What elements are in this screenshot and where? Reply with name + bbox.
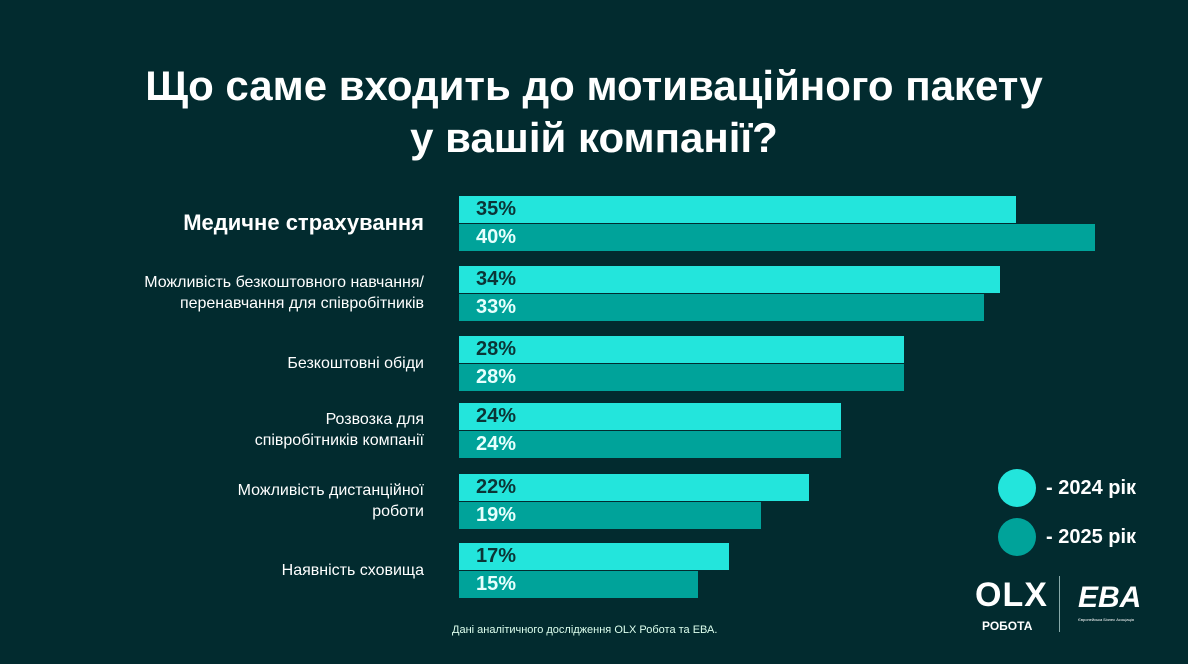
bar-2025: 15%: [459, 571, 698, 598]
title-line-1: Що саме входить до мотиваційного пакету: [145, 62, 1043, 109]
category-label-line: Можливість безкоштовного навчання/: [144, 274, 424, 291]
eba-logo: EBA: [1078, 581, 1142, 614]
legend-swatch: [998, 518, 1036, 556]
category-label-line: Медичне страхування: [183, 210, 424, 235]
olx-logo-sub: РОБОТА: [982, 619, 1033, 633]
legend-label: - 2024 рік: [1046, 477, 1137, 499]
category-label-line: Наявність сховища: [281, 561, 424, 579]
source-note: Дані аналітичного дослідження OLX Робота…: [452, 624, 718, 636]
bar-2024: 28%: [459, 336, 905, 363]
data-label: 28%: [476, 366, 517, 388]
eba-logo-sub: Європейська Бізнес Асоціація: [1078, 617, 1134, 622]
title-line-2: у вашій компанії?: [410, 114, 778, 161]
bar-2024: 34%: [459, 266, 1000, 293]
chart-title: Що саме входить до мотиваційного пакету у…: [0, 60, 1188, 164]
category-label-line: перенавчання для співробітників: [179, 295, 424, 312]
data-label: 24%: [476, 405, 517, 427]
data-label: 28%: [476, 338, 517, 360]
category-label: Можливість дистанційної роботи: [64, 480, 424, 522]
data-label: 34%: [476, 268, 517, 290]
bar-2025: 40%: [459, 224, 1095, 251]
category-label: Медичне страхування: [64, 210, 424, 236]
category-label: Можливість безкоштовного навчання/перена…: [64, 272, 424, 314]
data-label: 17%: [476, 545, 517, 567]
category-label: Наявність сховища: [64, 560, 424, 581]
category-label-line: Можливість дистанційної: [237, 482, 424, 499]
data-label: 40%: [476, 226, 517, 248]
category-label-line: роботи: [372, 503, 424, 520]
data-label: 35%: [476, 198, 517, 220]
category-label: Безкоштовні обіди: [64, 353, 424, 374]
bar-2025: 28%: [459, 364, 905, 391]
bar-2024: 17%: [459, 543, 730, 570]
legend-2024: - 2024 рік: [998, 469, 1136, 507]
bar-2024: 22%: [459, 474, 809, 501]
category-label-line: Розвозка для: [325, 411, 424, 428]
legend-2025: - 2025 рік: [998, 518, 1136, 556]
bar-2025: 33%: [459, 294, 984, 321]
data-label: 15%: [476, 573, 517, 595]
bar-2025: 19%: [459, 502, 762, 529]
category-label-line: Безкоштовні обіди: [287, 354, 424, 372]
data-label: 19%: [476, 504, 517, 526]
bar-2025: 24%: [459, 431, 841, 458]
data-label: 24%: [476, 433, 517, 455]
bar-2024: 35%: [459, 196, 1016, 223]
olx-logo: OLX: [975, 576, 1048, 614]
logo-divider: [1059, 576, 1060, 632]
data-label: 22%: [476, 476, 517, 498]
legend-swatch: [998, 469, 1036, 507]
bar-2024: 24%: [459, 403, 841, 430]
category-label: Розвозка для співробітників компанії: [64, 409, 424, 451]
data-label: 33%: [476, 296, 517, 318]
legend-label: - 2025 рік: [1046, 526, 1137, 548]
category-label-line: співробітників компанії: [254, 432, 424, 449]
